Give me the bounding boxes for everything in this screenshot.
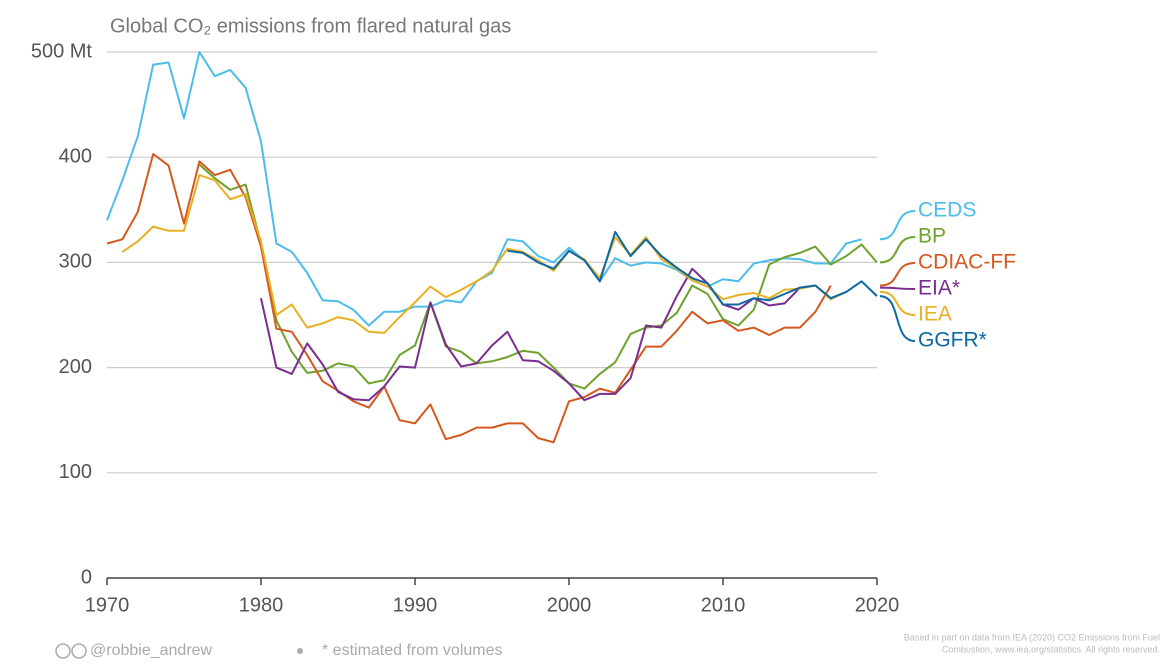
legend-label: IEA [918, 303, 952, 326]
label-connector [879, 236, 916, 264]
label-connector [879, 286, 916, 290]
x-tick-label: 2000 [547, 594, 592, 616]
series-line [121, 174, 847, 334]
source-note: Combustion, www.iea.org/statistics. All … [942, 644, 1160, 654]
y-tick-label: 300 [59, 251, 92, 273]
source-note: Based in part on data from IEA (2020) CO… [904, 632, 1160, 642]
footnote: * estimated from volumes [322, 642, 503, 659]
legend-label: CDIAC-FF [918, 251, 1016, 274]
label-connector [879, 262, 916, 287]
chart-title: Global CO₂ emissions from flared natural… [110, 15, 511, 37]
series-line [106, 153, 832, 444]
x-tick-label: 1980 [239, 594, 284, 616]
cc-icon [55, 643, 71, 659]
y-tick-label: 400 [59, 145, 92, 167]
label-connector [879, 295, 916, 342]
x-tick-label: 1970 [85, 594, 130, 616]
series-line [198, 163, 878, 390]
y-tick-label: 100 [59, 461, 92, 483]
x-tick-label: 2010 [701, 594, 746, 616]
series-line [260, 267, 801, 402]
x-tick-label: 2020 [855, 594, 900, 616]
y-tick-label: 500 Mt [31, 40, 93, 62]
series-line [507, 230, 878, 306]
separator [297, 648, 303, 654]
legend-label: EIA* [918, 277, 960, 300]
y-tick-label: 0 [81, 566, 92, 588]
series-line [106, 51, 862, 327]
label-connector [879, 290, 916, 316]
x-tick-label: 1990 [393, 594, 438, 616]
y-tick-label: 200 [59, 356, 92, 378]
footer: @robbie_andrew * estimated from volumes … [55, 632, 1160, 659]
legend-label: BP [918, 225, 946, 248]
by-icon [71, 643, 87, 659]
label-connector [879, 210, 916, 241]
legend-label: CEDS [918, 199, 976, 222]
legend-label: GGFR* [918, 329, 987, 352]
author: @robbie_andrew [90, 642, 213, 659]
